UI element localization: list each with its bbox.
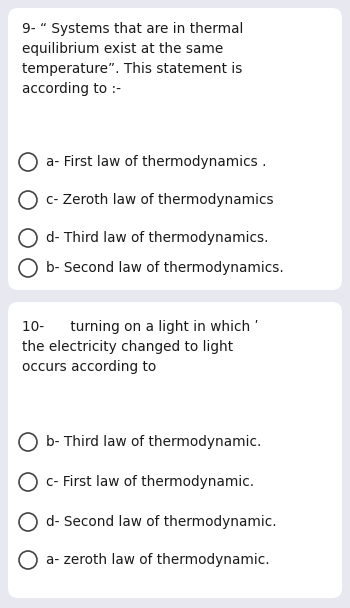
- Circle shape: [19, 259, 37, 277]
- Text: d- Third law of thermodynamics.: d- Third law of thermodynamics.: [46, 231, 268, 245]
- Circle shape: [19, 551, 37, 569]
- Circle shape: [19, 191, 37, 209]
- Text: b- Third law of thermodynamic.: b- Third law of thermodynamic.: [46, 435, 261, 449]
- Text: 10-      turning on a light in which ʹ
the electricity changed to light
occurs a: 10- turning on a light in which ʹ the el…: [22, 320, 258, 374]
- Text: a- zeroth law of thermodynamic.: a- zeroth law of thermodynamic.: [46, 553, 270, 567]
- Text: c- First law of thermodynamic.: c- First law of thermodynamic.: [46, 475, 254, 489]
- FancyBboxPatch shape: [8, 8, 342, 290]
- Text: a- First law of thermodynamics .: a- First law of thermodynamics .: [46, 155, 266, 169]
- Text: d- Second law of thermodynamic.: d- Second law of thermodynamic.: [46, 515, 276, 529]
- Circle shape: [19, 153, 37, 171]
- Circle shape: [19, 513, 37, 531]
- Circle shape: [19, 433, 37, 451]
- Text: b- Second law of thermodynamics.: b- Second law of thermodynamics.: [46, 261, 284, 275]
- Circle shape: [19, 229, 37, 247]
- FancyBboxPatch shape: [8, 302, 342, 598]
- Text: 9- “ Systems that are in thermal
equilibrium exist at the same
temperature”. Thi: 9- “ Systems that are in thermal equilib…: [22, 22, 243, 96]
- Circle shape: [19, 473, 37, 491]
- Text: c- Zeroth law of thermodynamics: c- Zeroth law of thermodynamics: [46, 193, 274, 207]
